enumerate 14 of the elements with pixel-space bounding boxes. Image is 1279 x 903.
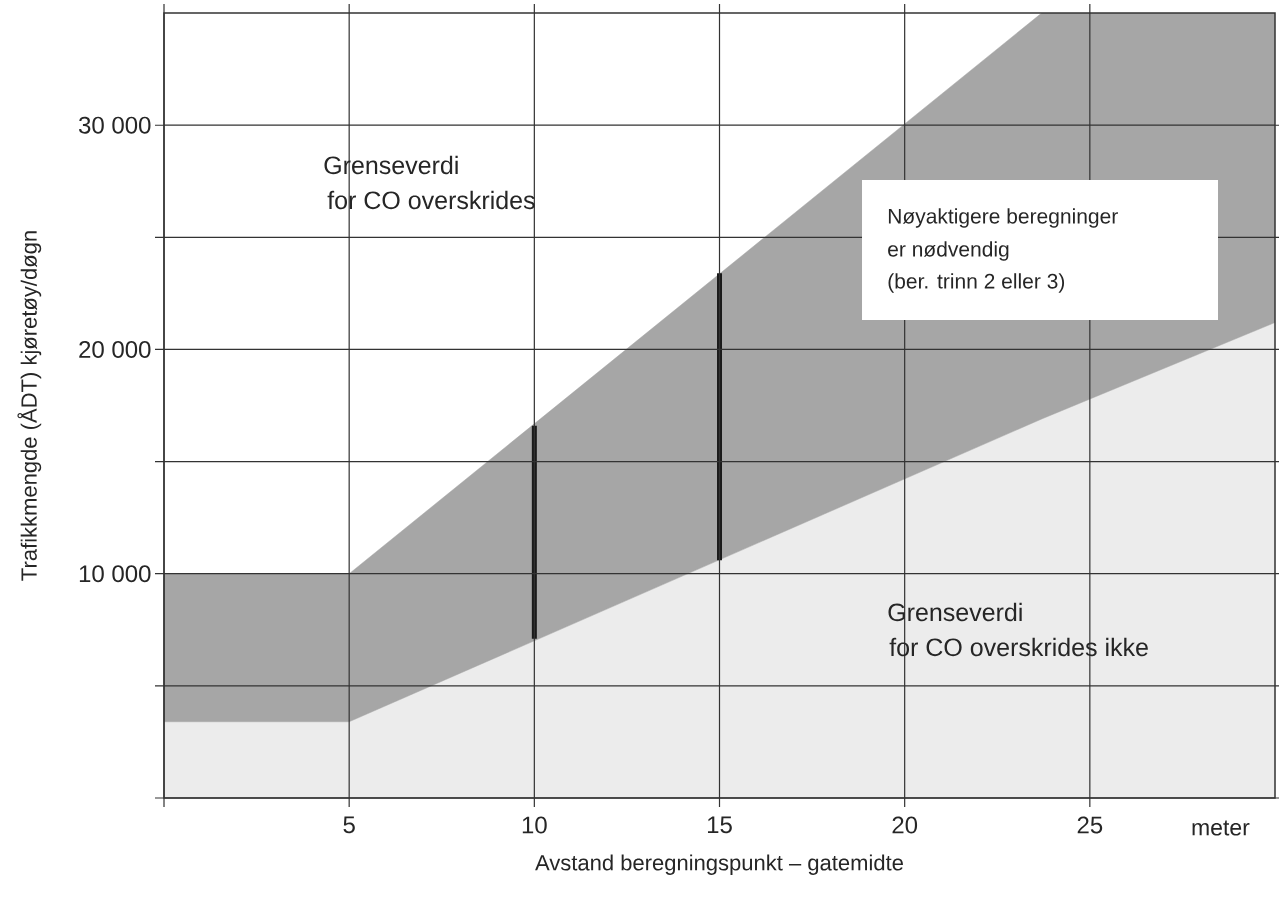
x-tick-label: 5: [343, 816, 355, 834]
text: meter: [1192, 820, 1250, 836]
y-tick-label: 20 000: [79, 340, 151, 358]
y-tick-label: 10 000: [79, 565, 151, 583]
annotation: (ber. trinn 2 eller 3): [888, 273, 1065, 293]
annotation: Nøyaktigere beregninger: [888, 208, 1118, 228]
y-axis-title: Trafikkmengde (ÅDT) kjøretøy/døgn: [17, 231, 42, 581]
x-tick-label: 10: [522, 816, 547, 834]
annotation: er nødvendig: [888, 241, 1009, 261]
x-tick-label: 25: [1077, 816, 1103, 834]
x-tick-label: 15: [707, 816, 732, 834]
x-tick-label: 20: [892, 816, 918, 834]
y-tick-label: 30 000: [78, 116, 151, 134]
x-axis-title: Avstand beregningspunkt – gatemidte: [535, 854, 903, 875]
